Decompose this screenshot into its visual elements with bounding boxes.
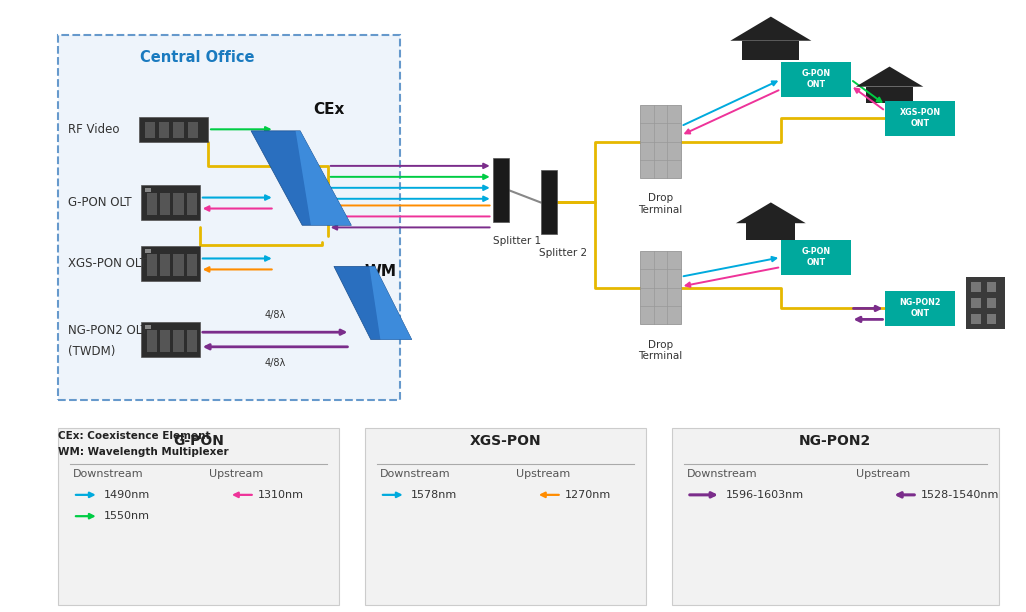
FancyBboxPatch shape (672, 428, 999, 605)
Text: WM: Wavelength Multiplexer: WM: Wavelength Multiplexer (57, 447, 229, 457)
FancyBboxPatch shape (145, 325, 151, 329)
FancyBboxPatch shape (160, 193, 170, 215)
Text: Splitter 1: Splitter 1 (492, 236, 541, 246)
Text: 1596-1603nm: 1596-1603nm (725, 490, 804, 500)
FancyBboxPatch shape (972, 314, 981, 324)
Text: G-PON
ONT: G-PON ONT (801, 69, 830, 89)
FancyBboxPatch shape (866, 87, 913, 103)
Text: NG-PON2
ONT: NG-PON2 ONT (900, 299, 941, 318)
Polygon shape (736, 203, 805, 223)
Polygon shape (369, 266, 411, 340)
Text: XGS-PON OLT: XGS-PON OLT (68, 257, 147, 270)
FancyBboxPatch shape (987, 282, 996, 292)
Polygon shape (295, 131, 351, 225)
FancyBboxPatch shape (141, 185, 200, 220)
FancyBboxPatch shape (541, 171, 557, 234)
FancyBboxPatch shape (987, 314, 996, 324)
FancyBboxPatch shape (173, 254, 184, 276)
FancyBboxPatch shape (492, 159, 509, 222)
FancyBboxPatch shape (147, 330, 157, 353)
Text: CEx: CEx (314, 102, 345, 117)
Text: Drop
Terminal: Drop Terminal (638, 340, 682, 361)
FancyBboxPatch shape (885, 291, 955, 326)
Text: 1490nm: 1490nm (104, 490, 150, 500)
FancyBboxPatch shape (57, 35, 400, 400)
FancyBboxPatch shape (141, 245, 200, 281)
FancyBboxPatch shape (147, 254, 157, 276)
Polygon shape (251, 131, 351, 225)
Text: Downstream: Downstream (687, 469, 757, 479)
FancyBboxPatch shape (972, 282, 981, 292)
Polygon shape (333, 266, 411, 340)
Text: 1578nm: 1578nm (410, 490, 457, 500)
FancyBboxPatch shape (972, 298, 981, 308)
FancyBboxPatch shape (781, 239, 851, 275)
Text: Splitter 2: Splitter 2 (539, 248, 587, 258)
Text: RF Video: RF Video (68, 123, 119, 136)
Text: NG-PON2 OLT: NG-PON2 OLT (68, 324, 148, 337)
Text: 1550nm: 1550nm (104, 511, 150, 521)
Text: 1270nm: 1270nm (564, 490, 610, 500)
FancyBboxPatch shape (145, 188, 151, 192)
FancyBboxPatch shape (141, 322, 200, 357)
FancyBboxPatch shape (145, 122, 155, 138)
FancyBboxPatch shape (747, 223, 795, 240)
Text: Downstream: Downstream (380, 469, 450, 479)
FancyBboxPatch shape (966, 277, 1005, 329)
FancyBboxPatch shape (987, 298, 996, 308)
FancyBboxPatch shape (743, 41, 799, 61)
Polygon shape (731, 17, 812, 41)
FancyBboxPatch shape (173, 193, 184, 215)
Polygon shape (856, 67, 923, 87)
Text: Upstream: Upstream (856, 469, 910, 479)
Text: Drop
Terminal: Drop Terminal (638, 193, 682, 215)
FancyBboxPatch shape (173, 122, 184, 138)
FancyBboxPatch shape (640, 105, 681, 178)
FancyBboxPatch shape (57, 428, 339, 605)
Text: WM: WM (364, 264, 397, 278)
Text: G-PON
ONT: G-PON ONT (801, 247, 830, 267)
FancyBboxPatch shape (188, 122, 198, 138)
Text: CEx: Coexistence Element: CEx: Coexistence Element (57, 431, 210, 441)
Text: G-PON: G-PON (173, 434, 224, 448)
FancyBboxPatch shape (885, 101, 955, 136)
Text: Central Office: Central Office (140, 50, 254, 65)
FancyBboxPatch shape (147, 193, 157, 215)
Text: NG-PON2: NG-PON2 (799, 434, 871, 448)
Text: 1310nm: 1310nm (258, 490, 304, 500)
FancyBboxPatch shape (160, 330, 170, 353)
Text: Upstream: Upstream (515, 469, 569, 479)
FancyBboxPatch shape (781, 62, 851, 97)
FancyBboxPatch shape (173, 330, 184, 353)
Text: XGS-PON
ONT: XGS-PON ONT (900, 108, 941, 129)
Text: XGS-PON: XGS-PON (470, 434, 541, 448)
Text: Downstream: Downstream (73, 469, 144, 479)
FancyBboxPatch shape (187, 254, 197, 276)
FancyBboxPatch shape (145, 248, 151, 253)
FancyBboxPatch shape (187, 193, 197, 215)
Text: Upstream: Upstream (208, 469, 263, 479)
Text: 1528-1540nm: 1528-1540nm (921, 490, 999, 500)
Text: 4/8λ: 4/8λ (265, 310, 286, 320)
FancyBboxPatch shape (364, 428, 646, 605)
FancyBboxPatch shape (160, 254, 170, 276)
Text: G-PON OLT: G-PON OLT (68, 196, 131, 209)
FancyBboxPatch shape (159, 122, 169, 138)
FancyBboxPatch shape (139, 117, 208, 141)
FancyBboxPatch shape (187, 330, 197, 353)
FancyBboxPatch shape (640, 251, 681, 324)
Text: (TWDM): (TWDM) (68, 345, 115, 358)
Text: 4/8λ: 4/8λ (265, 357, 286, 368)
